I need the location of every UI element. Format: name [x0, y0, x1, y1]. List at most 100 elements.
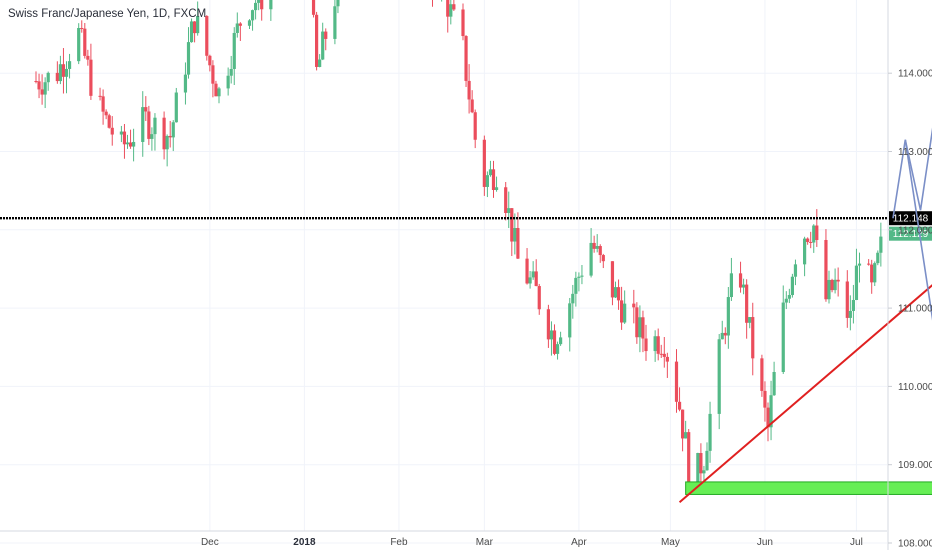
candle-body	[61, 64, 66, 77]
candle-body	[549, 330, 554, 340]
time-axis[interactable]: Dec2018FebMarAprMayJunJulAug	[0, 530, 932, 548]
candle-body	[211, 65, 215, 84]
candle-body	[766, 407, 770, 428]
candle-body	[254, 2, 258, 11]
candle-body	[205, 16, 209, 56]
candle-body	[77, 27, 81, 62]
candle-body	[760, 358, 764, 391]
candle-body	[857, 263, 862, 266]
candle-body	[833, 279, 837, 291]
candle-body	[870, 264, 874, 283]
support-zone[interactable]	[685, 481, 932, 495]
time-tick-label: Feb	[390, 537, 408, 548]
candle-body	[55, 72, 59, 82]
candle-body	[546, 309, 550, 340]
candlestick-series	[34, 0, 883, 487]
candle-body	[659, 353, 663, 355]
candle-body	[226, 75, 230, 89]
candle-body	[616, 287, 621, 301]
time-tick-label: May	[661, 537, 680, 548]
candle-body	[101, 96, 105, 112]
candle-body	[674, 361, 679, 402]
candle-body	[763, 390, 767, 408]
candle-body	[555, 344, 560, 354]
candle-body	[37, 81, 41, 90]
candle-body	[260, 0, 264, 10]
time-tick-label: Apr	[571, 537, 587, 548]
candle-body	[681, 409, 685, 439]
candle-body	[568, 303, 572, 338]
candle-body	[742, 284, 746, 288]
candle-body	[729, 273, 733, 298]
candle-body	[122, 131, 127, 145]
price-axis[interactable]: 108.000 109.000 110.000 111.000 112.000 113.0…	[887, 0, 932, 550]
candle-body	[153, 117, 157, 135]
candle-body	[528, 277, 532, 284]
candle-body	[854, 265, 859, 300]
candle-body	[482, 139, 486, 187]
bullish-scenario-arrow[interactable]	[892, 0, 932, 219]
candle-body	[208, 55, 212, 66]
candle-body	[321, 31, 325, 60]
candle-body	[250, 10, 255, 21]
candle-body	[748, 317, 752, 323]
candle-body	[83, 28, 87, 56]
candle-body	[769, 395, 773, 428]
candle-body	[89, 59, 93, 96]
candle-body	[119, 131, 123, 135]
candle-body	[516, 228, 520, 259]
candle-body	[183, 74, 188, 93]
candle-body	[196, 16, 200, 34]
candle-body	[485, 175, 489, 187]
candle-body	[491, 169, 496, 190]
candle-body	[461, 9, 465, 37]
candle-body	[269, 0, 273, 10]
candle-body	[189, 21, 194, 43]
candle-body	[311, 0, 316, 15]
candle-body	[717, 339, 721, 414]
candle-body	[559, 337, 563, 345]
candle-body	[162, 117, 166, 150]
current-price-badge	[889, 226, 932, 241]
candle-body	[662, 353, 666, 357]
candle-body	[257, 0, 261, 3]
candle-body	[165, 135, 169, 150]
candle-body	[632, 303, 636, 308]
candle-body	[876, 252, 880, 264]
time-tick-label: Dec	[201, 537, 219, 548]
candle-body	[504, 187, 508, 213]
candle-body	[867, 263, 871, 265]
candle-body	[787, 295, 791, 299]
candle-body	[238, 23, 242, 26]
candle-body	[684, 432, 688, 439]
bearish-scenario-arrow[interactable]	[904, 139, 932, 481]
price-tick-label: 109.000	[898, 460, 932, 471]
candle-body	[745, 284, 749, 323]
candle-body	[107, 115, 111, 128]
candle-body	[104, 111, 108, 116]
candle-body	[247, 20, 252, 26]
candle-body	[467, 80, 471, 100]
candle-body	[726, 297, 730, 336]
candle-body	[464, 36, 468, 81]
ascending-trendline[interactable]	[678, 222, 932, 504]
time-tick-label: Jun	[757, 537, 773, 548]
time-tick-label: Mar	[476, 537, 494, 548]
candle-body	[510, 208, 514, 242]
candle-body	[229, 68, 233, 76]
candle-body	[848, 310, 852, 318]
candle-body	[845, 281, 849, 318]
candle-body	[446, 0, 450, 17]
candle-body	[174, 92, 178, 123]
candle-body	[494, 187, 499, 190]
candle-body	[851, 299, 855, 311]
candle-body	[80, 27, 84, 29]
candle-body	[324, 31, 328, 39]
price-tick-label: 108.000	[898, 539, 932, 550]
candle-body	[552, 330, 557, 354]
candle-body	[705, 450, 709, 471]
candle-body	[318, 59, 322, 67]
candle-body	[132, 141, 136, 147]
